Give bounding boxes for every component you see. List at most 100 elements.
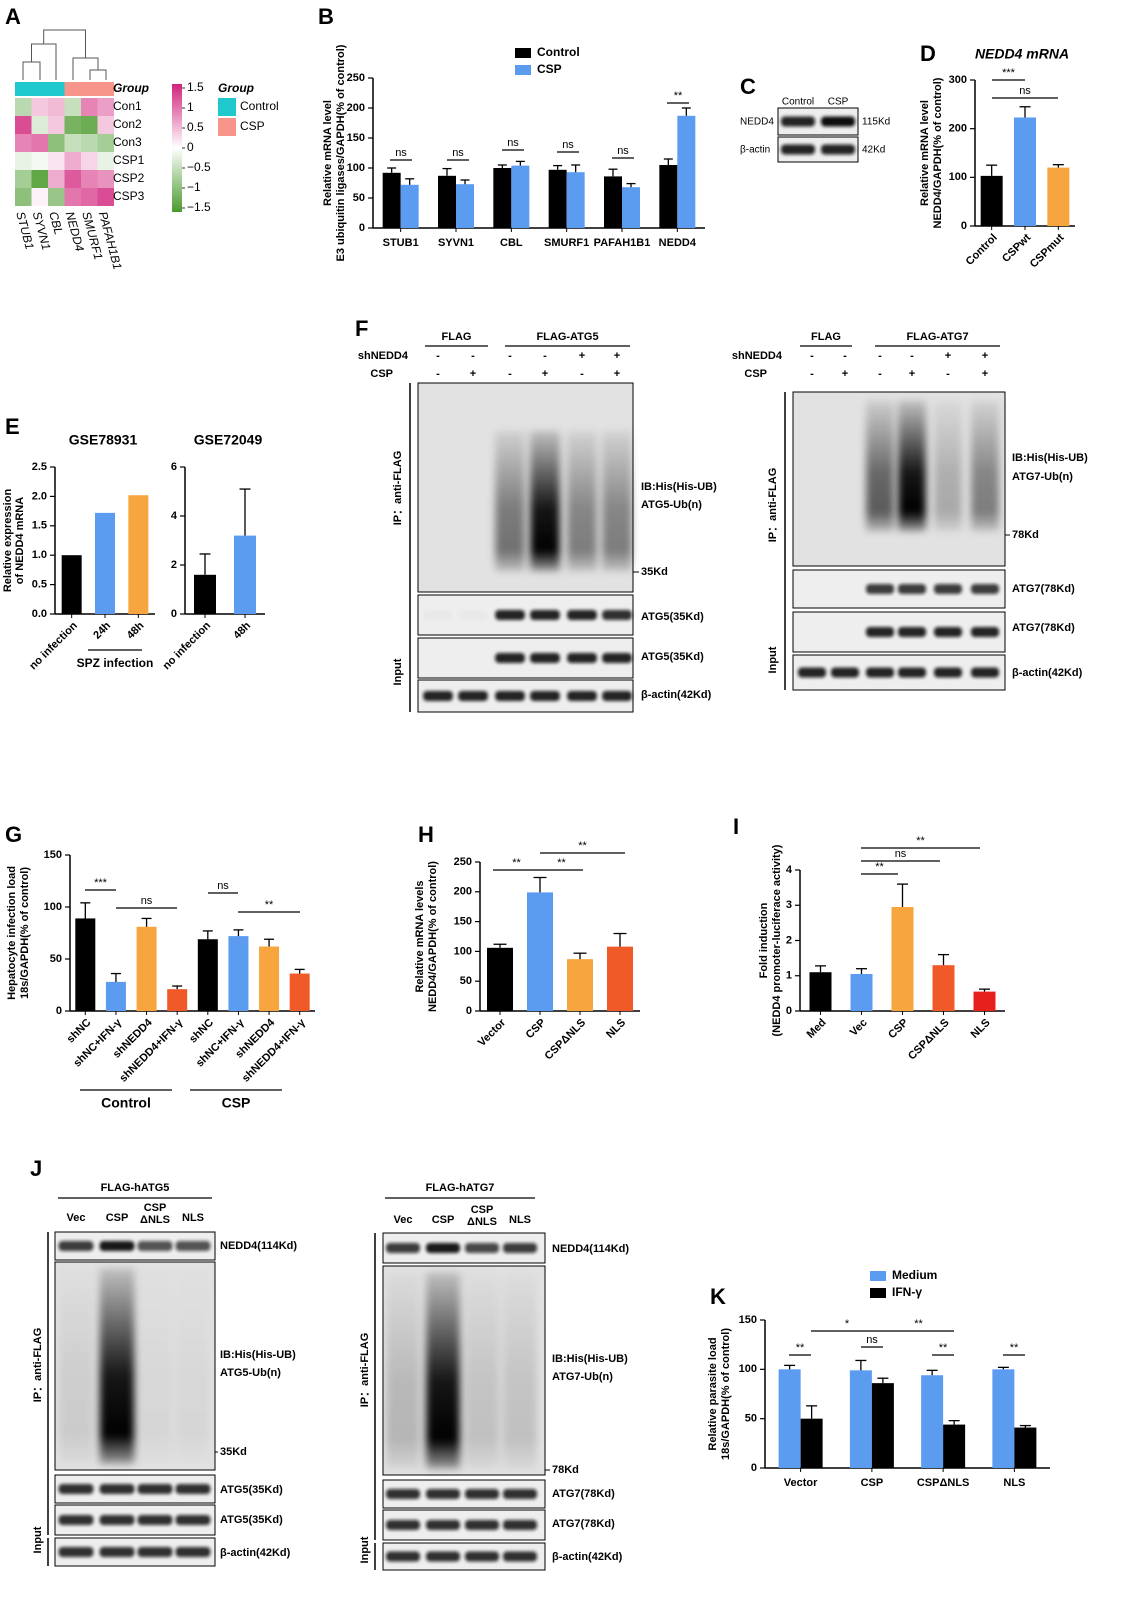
x-tick-label: Vector xyxy=(476,1016,509,1049)
bar xyxy=(234,535,256,614)
y-tick-label: 2 xyxy=(786,934,792,946)
y-tick-label: 0 xyxy=(961,220,967,232)
band-label: ATG5(35Kd) xyxy=(641,651,704,663)
y-tick-label: 100 xyxy=(949,171,967,183)
error-bar xyxy=(442,167,452,176)
chart-title: NEDD4 mRNA xyxy=(975,46,1069,62)
bar xyxy=(493,168,512,228)
group-label: CSP xyxy=(222,1095,251,1111)
blot-band xyxy=(175,1547,211,1557)
y-tick-label: 0 xyxy=(786,1005,792,1017)
blot-band xyxy=(602,610,632,620)
y-axis-label: NEDD4/GAPDH(% of control) xyxy=(932,77,944,228)
y-axis-label: 18s/GAPDH(% of control) xyxy=(720,1328,732,1460)
sign: - xyxy=(810,350,814,362)
blot-panel xyxy=(417,679,634,713)
band-label: ATG5(35Kd) xyxy=(641,611,704,623)
heatmap-cell xyxy=(15,134,32,152)
y-axis-label: (NEDD4 promoter-luciferace activity) xyxy=(771,844,783,1036)
x-tick-label: CSPwt xyxy=(1000,231,1033,264)
y-tick-label: 1.5 xyxy=(32,520,47,532)
row-label: CSP3 xyxy=(113,189,145,203)
bar xyxy=(871,1383,894,1468)
heatmap-cell xyxy=(48,152,65,170)
bar xyxy=(607,946,633,1011)
x-tick-label: Med xyxy=(805,1017,829,1041)
y-tick-label: 150 xyxy=(347,132,365,144)
side-label: Input xyxy=(359,1536,371,1563)
sign: + xyxy=(842,368,848,380)
sign: - xyxy=(878,368,882,380)
error-bar xyxy=(926,1369,938,1376)
row-label: Con3 xyxy=(113,135,142,149)
blot-smear xyxy=(897,400,927,532)
heatmap-cell xyxy=(81,98,98,116)
lane-label: CSP xyxy=(106,1212,129,1224)
group-label: FLAG-hATG5 xyxy=(101,1182,170,1194)
side-label: IP：anti-FLAG xyxy=(767,468,779,543)
error-bar xyxy=(806,1405,818,1419)
blot-band xyxy=(465,1489,499,1499)
x-tick-label: CSPΔNLS xyxy=(543,1017,589,1063)
bar xyxy=(566,172,585,228)
bar xyxy=(438,175,456,228)
heatmap-cell xyxy=(81,152,98,170)
error-bar xyxy=(110,972,121,982)
error-bar xyxy=(199,553,211,575)
y-axis-label: NEDD4/GAPDH(% of control) xyxy=(427,861,439,1012)
bar xyxy=(921,1375,944,1468)
bar xyxy=(167,989,188,1011)
bar xyxy=(778,1369,801,1468)
blot-band xyxy=(99,1241,135,1251)
band-label: ATG7(78Kd) xyxy=(552,1488,615,1500)
y-tick-label: 2 xyxy=(171,559,177,571)
error-bar xyxy=(856,968,867,974)
blot-band xyxy=(503,1551,537,1562)
bar xyxy=(548,169,567,228)
bar xyxy=(105,981,126,1011)
error-bar xyxy=(233,929,244,937)
heatmap-cell xyxy=(97,170,114,188)
x-tick-label: CBL xyxy=(500,237,523,249)
blot-band xyxy=(781,116,815,127)
bar xyxy=(194,574,216,614)
blot-band xyxy=(897,667,927,678)
band-label: ATG5-Ub(n) xyxy=(641,499,702,511)
y-axis-label: Relative mRNA levels xyxy=(414,880,426,992)
blot-band xyxy=(495,610,525,620)
blot-band xyxy=(175,1484,211,1494)
x-tick-label: SMURF1 xyxy=(544,237,589,249)
blot-band xyxy=(426,1243,460,1253)
blot-band xyxy=(137,1547,173,1557)
chart-title: GSE78931 xyxy=(69,432,138,448)
x-tick-label: shNC xyxy=(187,1017,216,1046)
blot-band xyxy=(933,584,963,594)
side-label: IP：anti-FLAG xyxy=(32,1328,44,1403)
significance-label: ns xyxy=(395,147,407,159)
blot-band xyxy=(503,1520,537,1530)
significance-label: ** xyxy=(939,1342,948,1354)
heatmap-cell xyxy=(31,98,48,116)
sign: - xyxy=(580,368,584,380)
significance-label: ** xyxy=(796,1342,805,1354)
lane-label: NLS xyxy=(182,1212,204,1224)
bar xyxy=(61,555,82,614)
x-tick-label: CSPmut xyxy=(1028,231,1067,270)
heatmap-cell xyxy=(81,134,98,152)
panel-letter: A xyxy=(5,4,21,29)
band-label: ATG5-Ub(n) xyxy=(220,1367,281,1379)
blot-band xyxy=(58,1515,94,1525)
sign: + xyxy=(542,368,548,380)
significance-label: ** xyxy=(875,861,884,873)
band-label: IB:His(His-UB) xyxy=(641,481,717,493)
row-label: CSP xyxy=(370,368,393,380)
heatmap-cell xyxy=(31,188,48,206)
y-tick-label: 300 xyxy=(949,74,967,86)
blot-smear xyxy=(465,1272,499,1469)
y-axis-label: Relative mRNA level xyxy=(322,100,334,206)
blot-band xyxy=(781,144,815,155)
legend-label: Medium xyxy=(892,1268,937,1282)
heatmap-cell xyxy=(48,170,65,188)
band-label: ATG5(35Kd) xyxy=(220,1484,283,1496)
